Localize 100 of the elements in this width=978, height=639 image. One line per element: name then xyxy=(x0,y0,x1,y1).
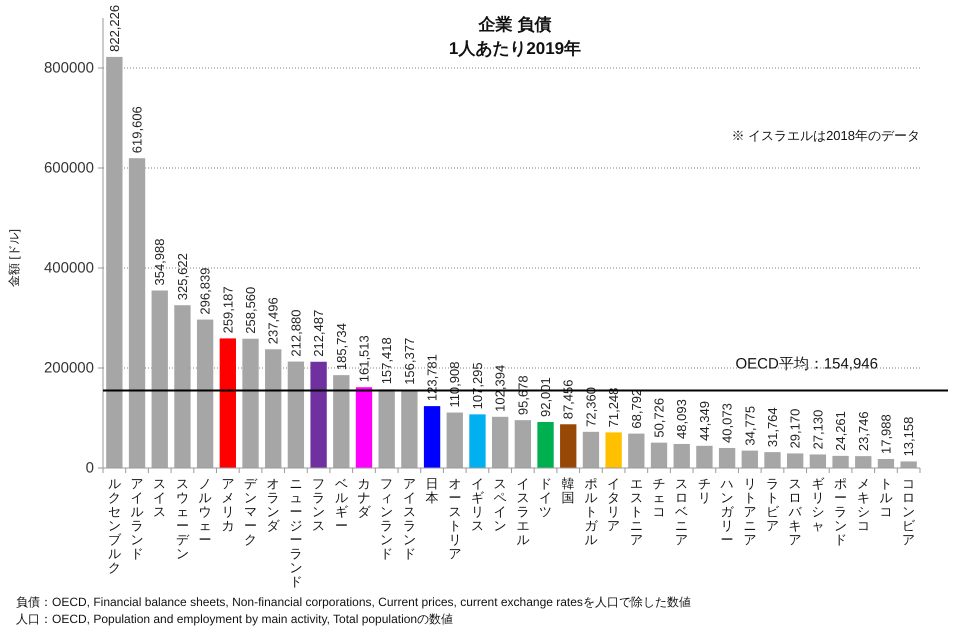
y-tick-label: 400000 xyxy=(44,260,94,276)
data-label: 212,880 xyxy=(288,310,304,357)
text: 負債：OECD, Financial balance sheets, Non-financial corporations, Current prices, current exchange ratesを人口で除した数値 xyxy=(16,595,691,609)
bar xyxy=(196,320,214,468)
bar xyxy=(174,305,191,468)
x-tick-label: エストニア xyxy=(630,476,643,547)
x-tick-label: ルクセンブルク xyxy=(108,476,122,575)
chart-title: 企業 負債 xyxy=(478,15,552,34)
x-tick-label: スペイン xyxy=(494,476,507,533)
x-tick-label: スイス xyxy=(153,476,166,519)
x-tick-label: コロンビア xyxy=(902,476,916,547)
data-label: 44,349 xyxy=(696,401,712,441)
bar xyxy=(356,387,372,468)
x-tick-label: アイスランド xyxy=(402,476,416,561)
x-tick-label: イタリア xyxy=(607,476,620,533)
data-label: 822,226 xyxy=(106,4,122,52)
bar xyxy=(288,362,304,468)
x-tick-label: カナダ xyxy=(357,476,372,519)
data-label: 24,261 xyxy=(833,411,848,451)
bar xyxy=(310,362,327,468)
x-tick-label: イスラエル xyxy=(516,476,530,547)
bar xyxy=(628,434,644,468)
x-tick-label: ノルウェー xyxy=(198,476,212,547)
data-label: 237,496 xyxy=(266,297,281,344)
bar xyxy=(128,158,146,468)
bar xyxy=(810,454,826,468)
x-tick-label: チェコ xyxy=(652,476,666,519)
bar xyxy=(742,450,758,468)
data-label: 23,746 xyxy=(856,411,871,452)
data-label: 259,187 xyxy=(220,286,236,334)
y-tick-label: 600000 xyxy=(44,160,94,176)
annotation: ※ イスラエルは2018年のデータ xyxy=(731,128,920,143)
bar xyxy=(605,432,622,468)
bar xyxy=(560,424,576,468)
x-tick-label: ベルギー xyxy=(334,476,348,533)
bar xyxy=(650,442,668,468)
bar xyxy=(900,461,917,468)
bar xyxy=(764,452,781,468)
text: 人口：OECD, Population and employment by main activity, Total populationの数値 xyxy=(16,612,454,626)
data-label: 212,487 xyxy=(311,310,326,357)
x-tick-label: ドイツ xyxy=(539,476,552,519)
x-tick-label: スロバキア xyxy=(788,476,803,547)
data-label: 34,775 xyxy=(742,406,758,446)
data-label: 354,988 xyxy=(152,238,168,286)
x-tick-label: オランダ xyxy=(266,476,281,533)
x-tick-label: ポルトガル xyxy=(584,476,598,547)
x-tick-label: イギリス xyxy=(470,476,484,533)
bar xyxy=(696,446,713,468)
data-label: 13,158 xyxy=(901,416,916,456)
y-tick-label: 0 xyxy=(86,460,94,476)
x-tick-label: 日本 xyxy=(426,476,439,505)
text: 1人あたり2019年 xyxy=(448,39,582,58)
bar xyxy=(832,456,849,468)
data-label: 40,073 xyxy=(720,403,735,443)
bar xyxy=(424,406,440,468)
bar xyxy=(152,290,168,468)
bar xyxy=(401,390,418,468)
bar xyxy=(492,416,508,468)
bar xyxy=(718,448,736,468)
x-tick-label: デンマーク xyxy=(244,476,258,547)
y-tick-label: 200000 xyxy=(44,360,94,376)
bar xyxy=(469,414,486,468)
x-tick-label: フランス xyxy=(312,476,326,533)
data-label: 258,560 xyxy=(243,286,258,334)
bar xyxy=(378,389,395,468)
x-tick-label: リトアニア xyxy=(743,476,756,547)
bar xyxy=(333,375,350,468)
data-label: 17,988 xyxy=(878,414,894,454)
bar xyxy=(855,456,872,468)
bar xyxy=(787,453,804,468)
bar xyxy=(106,56,123,468)
x-tick-label: ギリシャ xyxy=(811,476,824,533)
data-label: 27,130 xyxy=(810,410,826,450)
bar xyxy=(514,420,532,468)
x-tick-label: トルコ xyxy=(879,476,892,519)
data-label: 161,513 xyxy=(356,335,372,382)
x-tick-label: アメリカ xyxy=(221,476,234,533)
x-tick-label: ポーランド xyxy=(834,476,848,547)
data-label: 185,734 xyxy=(334,323,349,370)
x-tick-label: スロベニア xyxy=(675,476,688,547)
data-label: 110,908 xyxy=(447,362,462,408)
bar xyxy=(265,349,282,468)
bar xyxy=(242,338,259,468)
x-tick-label: スウェーデン xyxy=(176,476,190,561)
data-label: 156,377 xyxy=(402,338,417,385)
bar xyxy=(446,412,463,468)
x-tick-label: ラトビア xyxy=(766,476,780,533)
data-label: 296,839 xyxy=(198,268,213,315)
x-tick-label: フィンランド xyxy=(380,476,394,561)
bar xyxy=(674,444,690,468)
x-tick-label: 韓国 xyxy=(562,476,575,505)
data-label: 325,622 xyxy=(174,253,190,300)
bar xyxy=(878,459,894,468)
y-axis-title: 金額 [ドル] xyxy=(7,228,21,288)
data-label: 50,726 xyxy=(652,398,667,438)
data-label: 31,764 xyxy=(764,407,780,448)
bar xyxy=(582,432,600,468)
x-tick-label: ニュージーランド xyxy=(289,476,302,589)
x-tick-label: アイルランド xyxy=(130,476,144,561)
data-label: 48,093 xyxy=(674,399,690,439)
